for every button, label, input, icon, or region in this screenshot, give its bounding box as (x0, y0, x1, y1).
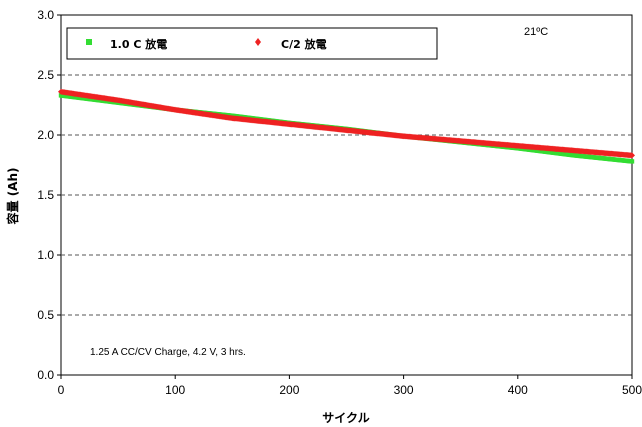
x-tick-label: 100 (165, 383, 185, 397)
series-2 (58, 88, 635, 159)
temperature-annotation: 21ºC (524, 26, 548, 38)
x-axis-ticks: 0 100 200 300 400 500 (58, 375, 642, 397)
series-layer (58, 88, 635, 164)
y-axis-ticks: 0.0 0.5 1.0 1.5 2.0 2.5 3.0 (37, 8, 61, 382)
plot-area (60, 14, 633, 376)
legend-label-series-1: 1.0 C 放電 (110, 37, 167, 51)
y-tick-label: 0.0 (37, 368, 54, 382)
legend-box (66, 27, 438, 60)
x-tick-label: 400 (508, 383, 528, 397)
data-point (629, 159, 635, 164)
x-axis-title: サイクル (322, 411, 369, 425)
charge-condition-note: 1.25 A CC/CV Charge, 4.2 V, 3 hrs. (90, 347, 246, 358)
x-tick-label: 500 (622, 383, 642, 397)
legend-label-series-2: C/2 放電 (281, 37, 327, 51)
legend-marker-series-1 (86, 39, 92, 45)
x-tick-label: 0 (58, 383, 65, 397)
y-tick-label: 1.5 (37, 188, 54, 202)
legend: 1.0 C 放電 C/2 放電 (66, 27, 438, 60)
legend-marker-series-2 (255, 38, 261, 46)
y-tick-label: 1.0 (37, 248, 54, 262)
data-point (629, 152, 635, 159)
y-tick-label: 0.5 (37, 308, 54, 322)
y-tick-label: 2.5 (37, 68, 54, 82)
x-tick-label: 300 (394, 383, 414, 397)
y-tick-label: 2.0 (37, 128, 54, 142)
x-tick-label: 200 (279, 383, 299, 397)
y-axis-title: 容量 (Ah) (5, 168, 20, 226)
y-tick-label: 3.0 (37, 8, 54, 22)
